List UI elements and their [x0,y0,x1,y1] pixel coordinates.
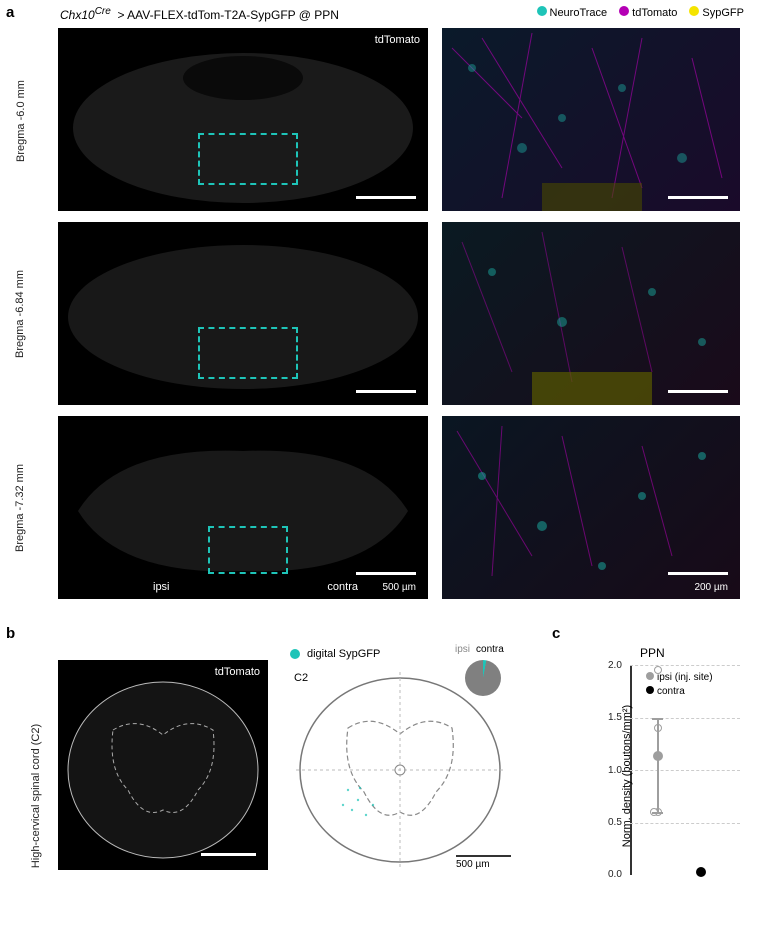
errorbar [657,718,659,812]
legend: NeuroTrace tdTomato SypGFP [537,6,745,19]
tdtomato-icon [619,6,629,16]
ytick: 0.0 [608,869,622,880]
panel-a-header: Chx10Cre > AAV-FLEX-tdTom-T2A-SypGFP @ P… [60,6,339,22]
mean-point [696,867,706,877]
bregma-label: Bregma -6.0 mm [15,80,27,162]
gridline [630,665,740,666]
gridline [630,823,740,824]
coronal-section: ipsi contra 500 µm [58,416,428,599]
scalebar-group: 500 µm [456,855,511,870]
c2-label: C2 [294,672,308,684]
y-axis-label: Norm. density (boutons/mm²) [621,705,633,847]
errorbar-cap [652,718,663,720]
chart-title: PPN [640,646,665,660]
tissue-overlay [58,28,428,211]
spinal-cord-micrograph: tdTomato [58,660,268,870]
legend-label: SypGFP [702,7,744,19]
scalebar [356,196,416,199]
legend-label: contra [657,686,685,697]
scalebar [456,855,511,857]
neurotrace-icon [537,6,547,16]
fibers-overlay [442,28,740,211]
contra-dot-icon [646,686,654,694]
scalebar [201,853,256,856]
digital-text: digital SypGFP [307,648,380,660]
panel-a-label: a [6,4,14,21]
pie-ipsi-label: ipsi [455,644,470,655]
ytick: 2.0 [608,660,622,671]
pie-legend: ipsi contra [455,644,504,655]
scalebar [356,572,416,575]
scalebar [668,390,728,393]
scalebar [668,572,728,575]
spinal-cord-outline: C2 500 µm [288,660,513,870]
data-point [654,666,662,674]
scalebar [356,390,416,393]
legend-label: tdTomato [632,7,677,19]
bregma-label: Bregma -6.84 mm [14,270,26,358]
tissue-overlay [58,222,428,405]
chart-legend: ipsi (inj. site) contra [646,671,713,699]
zoom-micrograph [442,28,740,211]
legend-row: contra [646,685,713,699]
ytick: 1.0 [608,765,622,776]
ytick: 0.5 [608,817,622,828]
fibers-overlay [442,222,740,405]
pie-contra-label: contra [476,644,504,655]
channel-label: tdTomato [375,34,420,46]
mean-point [653,751,663,761]
gridline [630,718,740,719]
legend-item: tdTomato [619,6,677,19]
panel-b-label: b [6,625,15,642]
ipsi-label: ipsi [153,581,170,593]
gridline [630,770,740,771]
legend-label: NeuroTrace [550,7,608,19]
density-chart: 2.0 1.5 1.0 0.5 0.0 Norm. density (bouto… [600,665,745,880]
coronal-section: tdTomato [58,28,428,211]
cord-overlay [58,660,268,870]
coronal-section [58,222,428,405]
scalebar-label: 500 µm [382,582,416,593]
panel-b-side: High-cervical spinal cord (C2) [30,716,42,876]
sypgfp-dot-icon [290,649,300,659]
legend-item: NeuroTrace [537,6,608,19]
zoom-micrograph: 200 µm [442,416,740,599]
sypgfp-icon [689,6,699,16]
legend-label: ipsi (inj. site) [657,672,713,683]
contra-label: contra [327,581,358,593]
zoom-micrograph [442,222,740,405]
ipsi-dot-icon [646,672,654,680]
legend-item: SypGFP [689,6,744,19]
channel-label: tdTomato [215,666,260,678]
scalebar-label: 200 µm [694,582,728,593]
scalebar [668,196,728,199]
ytick: 1.5 [608,712,622,723]
bregma-label: Bregma -7.32 mm [14,464,26,552]
scalebar-label: 500 µm [456,859,490,870]
digital-label: digital SypGFP [290,648,380,660]
panel-c-label: c [552,625,560,642]
errorbar-cap [652,812,663,814]
